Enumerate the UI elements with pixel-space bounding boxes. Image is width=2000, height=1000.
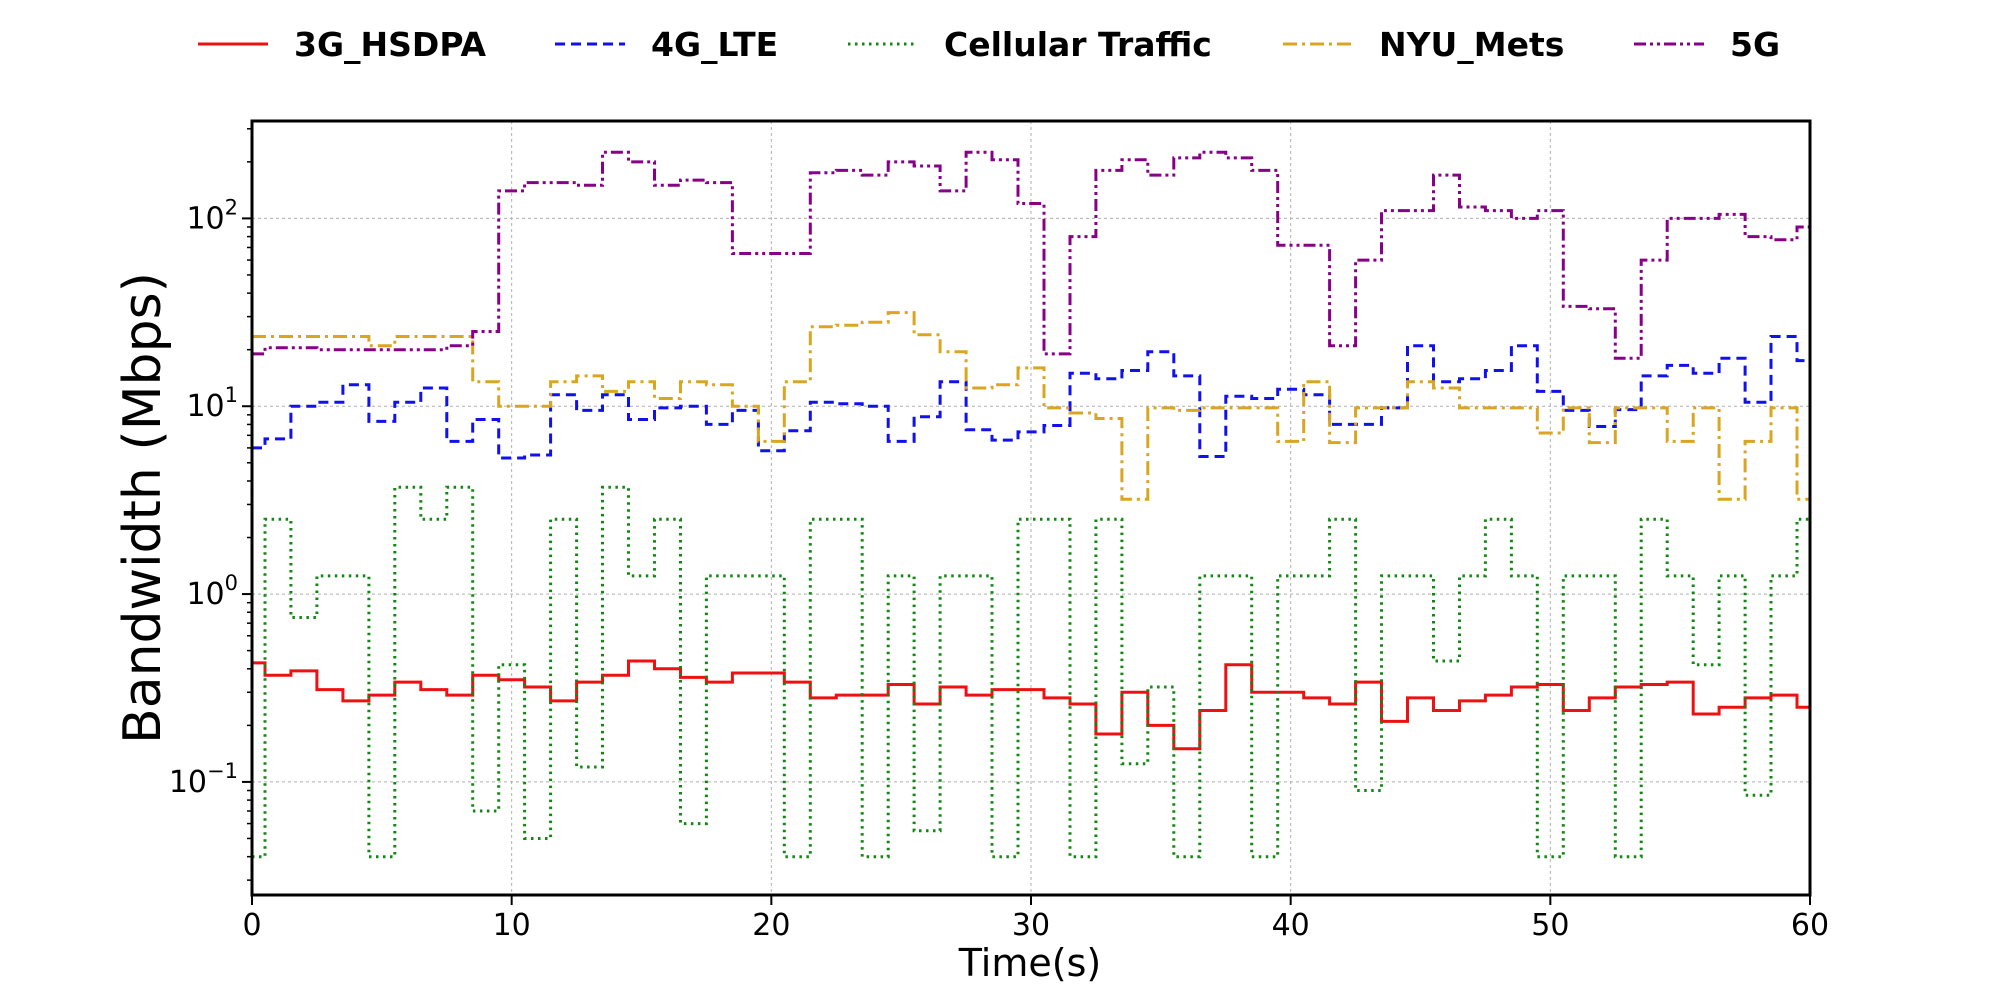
- y-axis: 10−1 100 101 102: [169, 128, 252, 881]
- series-line-2: [252, 485, 1810, 859]
- x-tick-label: 30: [1012, 908, 1050, 943]
- series-lines: [252, 150, 1810, 859]
- series-line-1: [252, 335, 1810, 460]
- legend-label: 3G_HSDPA: [294, 25, 486, 64]
- y-tick-label: 101: [186, 383, 238, 424]
- x-tick-label: 20: [752, 908, 790, 943]
- x-axis: 0 10 20 30 40 50 60: [242, 895, 1829, 943]
- x-tick-label: 40: [1272, 908, 1310, 943]
- legend-label: Cellular Traffic: [944, 25, 1212, 64]
- y-tick-label: 102: [186, 195, 238, 236]
- series-line-0: [252, 659, 1810, 751]
- series-line-3: [252, 311, 1810, 501]
- y-axis-title: Bandwidth (Mbps): [113, 272, 173, 744]
- legend-label: 4G_LTE: [651, 25, 778, 64]
- x-tick-label: 50: [1531, 908, 1569, 943]
- y-tick-label: 10−1: [169, 759, 238, 800]
- legend: 3G_HSDPA 4G_LTE Cellular Traffic NYU_Mets 5G: [198, 25, 1780, 64]
- x-tick-label: 0: [242, 908, 261, 943]
- series-line-4: [252, 150, 1810, 360]
- x-tick-label: 10: [493, 908, 531, 943]
- legend-label: 5G: [1730, 25, 1780, 64]
- y-tick-label: 100: [186, 571, 238, 612]
- legend-label: NYU_Mets: [1379, 25, 1564, 64]
- x-tick-label: 60: [1791, 908, 1829, 943]
- grid: [251, 121, 1811, 895]
- x-axis-title: Time(s): [958, 941, 1101, 985]
